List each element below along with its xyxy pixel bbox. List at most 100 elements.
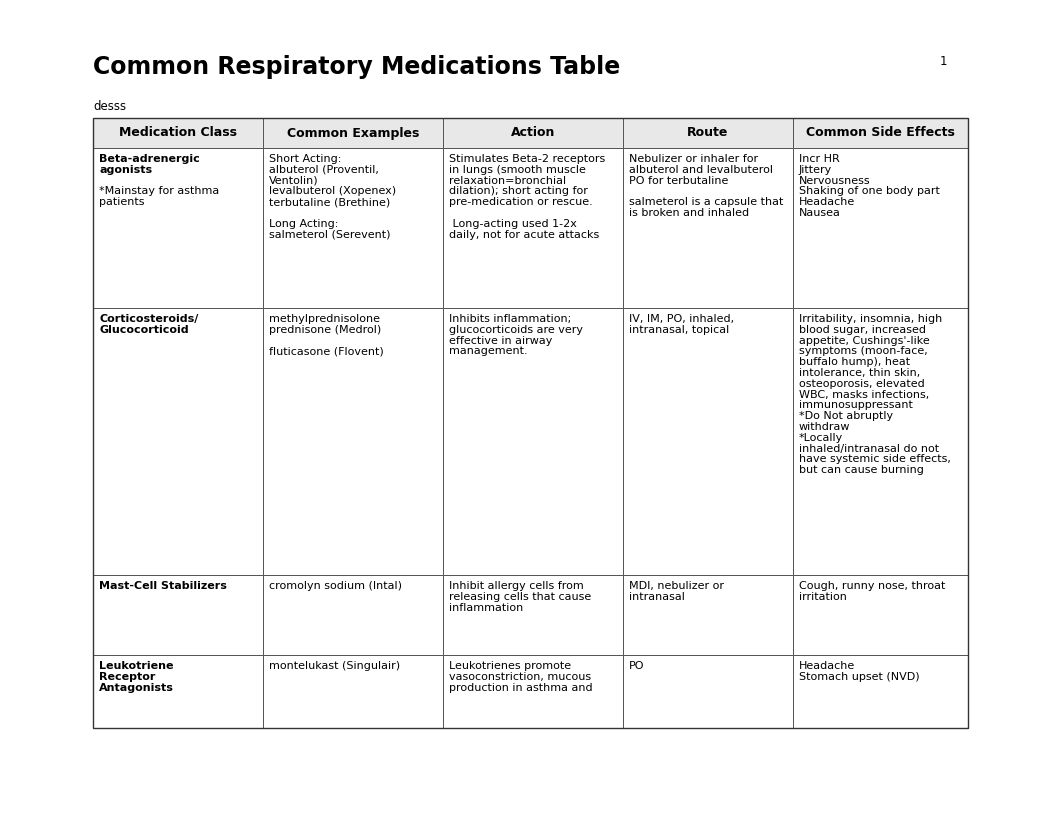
Text: Medication Class: Medication Class — [119, 127, 237, 140]
Text: inflammation: inflammation — [449, 603, 524, 612]
Text: production in asthma and: production in asthma and — [449, 682, 593, 693]
Text: salmeterol (Serevent): salmeterol (Serevent) — [269, 229, 391, 239]
Text: Ventolin): Ventolin) — [269, 176, 319, 186]
Text: levalbuterol (Xopenex): levalbuterol (Xopenex) — [269, 187, 396, 196]
Bar — [443, 308, 623, 575]
Text: *Do Not abruptly: *Do Not abruptly — [799, 411, 893, 421]
Text: Short Acting:: Short Acting: — [269, 154, 341, 164]
Bar — [93, 575, 263, 655]
Text: albuterol (Proventil,: albuterol (Proventil, — [269, 164, 379, 175]
Text: Shaking of one body part: Shaking of one body part — [799, 187, 940, 196]
Text: management.: management. — [449, 346, 528, 357]
Text: Glucocorticoid: Glucocorticoid — [99, 325, 189, 335]
Text: in lungs (smooth muscle: in lungs (smooth muscle — [449, 164, 586, 175]
Bar — [793, 308, 967, 575]
Text: desss: desss — [93, 100, 126, 113]
Text: albuterol and levalbuterol: albuterol and levalbuterol — [629, 164, 773, 175]
Bar — [93, 655, 263, 728]
Text: Common Respiratory Medications Table: Common Respiratory Medications Table — [93, 55, 620, 79]
Text: cromolyn sodium (Intal): cromolyn sodium (Intal) — [269, 581, 402, 591]
Text: Stomach upset (NVD): Stomach upset (NVD) — [799, 672, 920, 681]
Text: have systemic side effects,: have systemic side effects, — [799, 455, 950, 464]
Bar — [623, 118, 793, 148]
Text: montelukast (Singulair): montelukast (Singulair) — [269, 661, 400, 671]
Bar — [443, 575, 623, 655]
Bar — [263, 308, 443, 575]
Text: symptoms (moon-face,: symptoms (moon-face, — [799, 346, 928, 357]
Text: intranasal: intranasal — [629, 592, 685, 602]
Text: intolerance, thin skin,: intolerance, thin skin, — [799, 368, 921, 378]
Bar — [793, 575, 967, 655]
Text: Jittery: Jittery — [799, 164, 833, 175]
Text: PO: PO — [629, 661, 645, 671]
Text: Receptor: Receptor — [99, 672, 155, 681]
Text: MDI, nebulizer or: MDI, nebulizer or — [629, 581, 724, 591]
Text: methylprednisolone: methylprednisolone — [269, 314, 380, 324]
Text: Irritability, insomnia, high: Irritability, insomnia, high — [799, 314, 942, 324]
Text: glucocorticoids are very: glucocorticoids are very — [449, 325, 583, 335]
Text: but can cause burning: but can cause burning — [799, 465, 924, 475]
Text: Leukotriene: Leukotriene — [99, 661, 173, 671]
Text: Nebulizer or inhaler for: Nebulizer or inhaler for — [629, 154, 758, 164]
Text: Headache: Headache — [799, 197, 855, 207]
Text: pre-medication or rescue.: pre-medication or rescue. — [449, 197, 593, 207]
Text: is broken and inhaled: is broken and inhaled — [629, 208, 749, 218]
Text: Beta-adrenergic: Beta-adrenergic — [99, 154, 200, 164]
Text: appetite, Cushings'-like: appetite, Cushings'-like — [799, 335, 929, 345]
Bar — [93, 148, 263, 308]
Text: IV, IM, PO, inhaled,: IV, IM, PO, inhaled, — [629, 314, 734, 324]
Text: Long Acting:: Long Acting: — [269, 219, 339, 229]
Text: Incr HR: Incr HR — [799, 154, 840, 164]
Text: Common Side Effects: Common Side Effects — [806, 127, 955, 140]
Text: Stimulates Beta-2 receptors: Stimulates Beta-2 receptors — [449, 154, 605, 164]
Bar — [623, 655, 793, 728]
Text: Cough, runny nose, throat: Cough, runny nose, throat — [799, 581, 945, 591]
Bar — [93, 118, 263, 148]
Text: Long-acting used 1-2x: Long-acting used 1-2x — [449, 219, 577, 229]
Text: prednisone (Medrol): prednisone (Medrol) — [269, 325, 381, 335]
Text: effective in airway: effective in airway — [449, 335, 552, 345]
Text: irritation: irritation — [799, 592, 846, 602]
Text: *Locally: *Locally — [799, 433, 843, 443]
Text: osteoporosis, elevated: osteoporosis, elevated — [799, 379, 925, 389]
Text: immunosuppressant: immunosuppressant — [799, 400, 913, 410]
Text: Route: Route — [687, 127, 729, 140]
Text: withdraw: withdraw — [799, 422, 851, 432]
Bar — [263, 575, 443, 655]
Text: agonists: agonists — [99, 164, 152, 175]
Text: Common Examples: Common Examples — [287, 127, 419, 140]
Bar — [623, 575, 793, 655]
Text: inhaled/intranasal do not: inhaled/intranasal do not — [799, 444, 939, 454]
Bar — [93, 118, 967, 728]
Text: intranasal, topical: intranasal, topical — [629, 325, 730, 335]
Text: Action: Action — [511, 127, 555, 140]
Bar — [793, 655, 967, 728]
Bar — [93, 308, 263, 575]
Bar — [263, 118, 443, 148]
Text: releasing cells that cause: releasing cells that cause — [449, 592, 592, 602]
Text: Antagonists: Antagonists — [99, 682, 174, 693]
Text: Corticosteroids/: Corticosteroids/ — [99, 314, 199, 324]
Text: 1: 1 — [940, 55, 947, 68]
Text: relaxation=bronchial: relaxation=bronchial — [449, 176, 566, 186]
Text: PO for terbutaline: PO for terbutaline — [629, 176, 729, 186]
Text: *Mainstay for asthma: *Mainstay for asthma — [99, 187, 219, 196]
Bar — [623, 148, 793, 308]
Text: daily, not for acute attacks: daily, not for acute attacks — [449, 229, 599, 239]
Text: Leukotrienes promote: Leukotrienes promote — [449, 661, 571, 671]
Bar — [263, 655, 443, 728]
Bar — [443, 118, 623, 148]
Text: Mast-Cell Stabilizers: Mast-Cell Stabilizers — [99, 581, 227, 591]
Text: WBC, masks infections,: WBC, masks infections, — [799, 390, 929, 399]
Bar — [443, 655, 623, 728]
Text: vasoconstriction, mucous: vasoconstriction, mucous — [449, 672, 592, 681]
Bar — [623, 308, 793, 575]
Text: Headache: Headache — [799, 661, 855, 671]
Text: Nervousness: Nervousness — [799, 176, 871, 186]
Text: terbutaline (Brethine): terbutaline (Brethine) — [269, 197, 390, 207]
Bar — [793, 148, 967, 308]
Bar — [443, 148, 623, 308]
Text: Nausea: Nausea — [799, 208, 841, 218]
Text: buffalo hump), heat: buffalo hump), heat — [799, 358, 910, 367]
Text: dilation); short acting for: dilation); short acting for — [449, 187, 588, 196]
